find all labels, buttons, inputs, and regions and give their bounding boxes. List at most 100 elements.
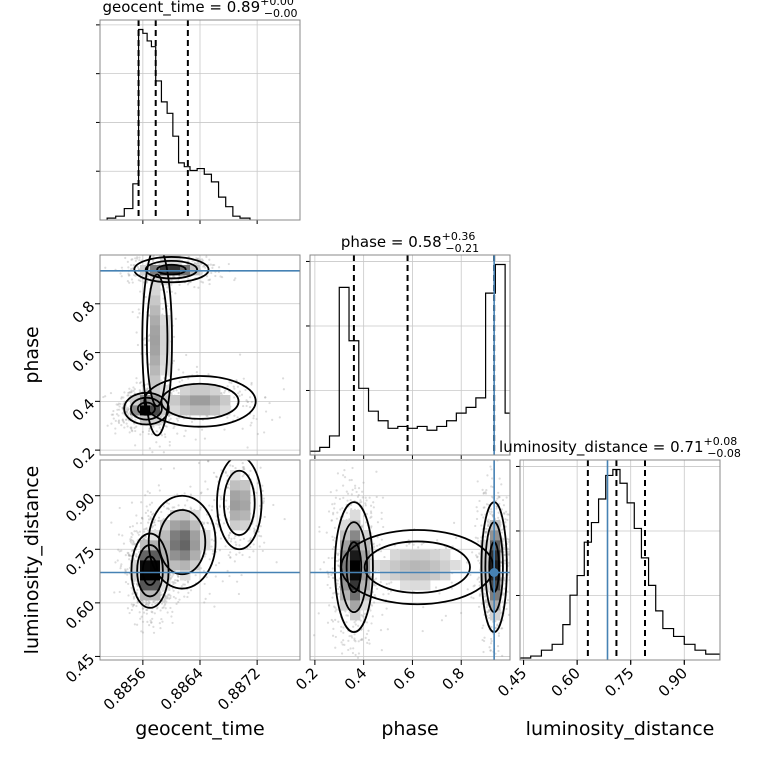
density-cell (150, 365, 161, 376)
sample-point (243, 447, 245, 449)
sample-point (237, 392, 240, 395)
sample-point (186, 499, 189, 502)
sample-point (141, 606, 144, 610)
density-cell (150, 550, 161, 561)
sample-point (242, 473, 246, 476)
sample-point (126, 568, 129, 571)
sample-point (202, 569, 206, 573)
density-cell (140, 580, 151, 591)
sample-point (112, 409, 115, 413)
sample-point (242, 404, 245, 408)
density-cell (150, 285, 161, 296)
sample-point (361, 496, 364, 499)
y-tick-label: 0.45 (62, 650, 98, 686)
sample-point (148, 491, 151, 495)
sample-point (503, 559, 506, 562)
sample-point (505, 496, 508, 499)
sample-point (162, 606, 165, 609)
sample-point (164, 435, 167, 439)
sample-point (255, 417, 258, 421)
scatter-points (102, 227, 285, 454)
contour (145, 273, 169, 408)
sample-point (177, 575, 180, 578)
sample-point (476, 578, 479, 581)
sample-point (477, 576, 480, 579)
sample-point (197, 461, 201, 465)
sample-point (144, 295, 147, 299)
sample-point (220, 276, 224, 279)
sample-point (249, 396, 252, 399)
contour (136, 544, 164, 598)
contour (141, 255, 173, 437)
sample-point (261, 484, 264, 487)
density-cell (160, 325, 171, 336)
density-cell (150, 345, 161, 356)
sample-point (149, 619, 152, 622)
sample-point (507, 613, 510, 616)
sample-point (186, 595, 189, 599)
sample-point (256, 432, 259, 436)
density-cell (170, 510, 181, 521)
sample-point (212, 471, 216, 474)
sample-point (250, 400, 253, 404)
sample-point (241, 436, 243, 438)
sample-point (354, 653, 357, 657)
sample-point (249, 538, 252, 542)
sample-point (233, 451, 235, 453)
sample-point (507, 553, 510, 556)
sample-point (365, 632, 369, 636)
sample-point (500, 577, 503, 580)
sample-point (250, 381, 253, 385)
sample-point (161, 420, 164, 424)
sample-point (502, 504, 506, 507)
sample-point (157, 227, 159, 229)
panel-frame (99, 254, 301, 456)
x-axis-label-phase: phase (381, 718, 438, 740)
sample-point (142, 249, 144, 251)
sample-point (146, 509, 150, 512)
sample-point (477, 540, 480, 543)
sample-point (337, 592, 340, 595)
sample-point (229, 540, 233, 543)
sample-point (111, 413, 115, 416)
sample-point (143, 528, 146, 531)
sample-point (361, 524, 364, 527)
marginal-panel-luminosity_distance: luminosity_distance = 0.71+0.08 −0.08 (499, 435, 741, 664)
sample-point (229, 555, 232, 559)
sample-point (487, 518, 490, 521)
sample-point (356, 656, 360, 660)
contour (222, 469, 256, 536)
sample-point (229, 532, 232, 535)
sample-point (209, 263, 212, 266)
sample-point (137, 279, 140, 282)
sample-point (163, 600, 166, 604)
sample-point (331, 535, 334, 538)
sample-point (145, 389, 149, 392)
density-cell (440, 570, 451, 581)
sample-point (137, 308, 140, 311)
sample-point (487, 610, 491, 613)
sample-point (151, 603, 154, 606)
sample-point (322, 561, 326, 564)
sample-point (472, 597, 475, 600)
sample-point (337, 620, 340, 623)
sample-point (497, 649, 500, 653)
sample-point (281, 377, 285, 380)
sample-point (176, 419, 179, 422)
density-cell (220, 405, 231, 416)
sample-point (126, 411, 129, 414)
sample-point (487, 524, 490, 528)
sample-point (114, 561, 117, 564)
sample-point (224, 470, 227, 473)
sample-point (125, 407, 128, 411)
sample-point (172, 595, 175, 599)
density-cell (150, 295, 161, 306)
sample-point (379, 550, 383, 553)
sample-point (136, 601, 139, 604)
sample-point (109, 391, 113, 395)
density-cell (190, 395, 201, 406)
sample-point (365, 621, 369, 624)
sample-point (236, 416, 239, 419)
density-cell (350, 600, 361, 611)
sample-point (355, 490, 358, 494)
